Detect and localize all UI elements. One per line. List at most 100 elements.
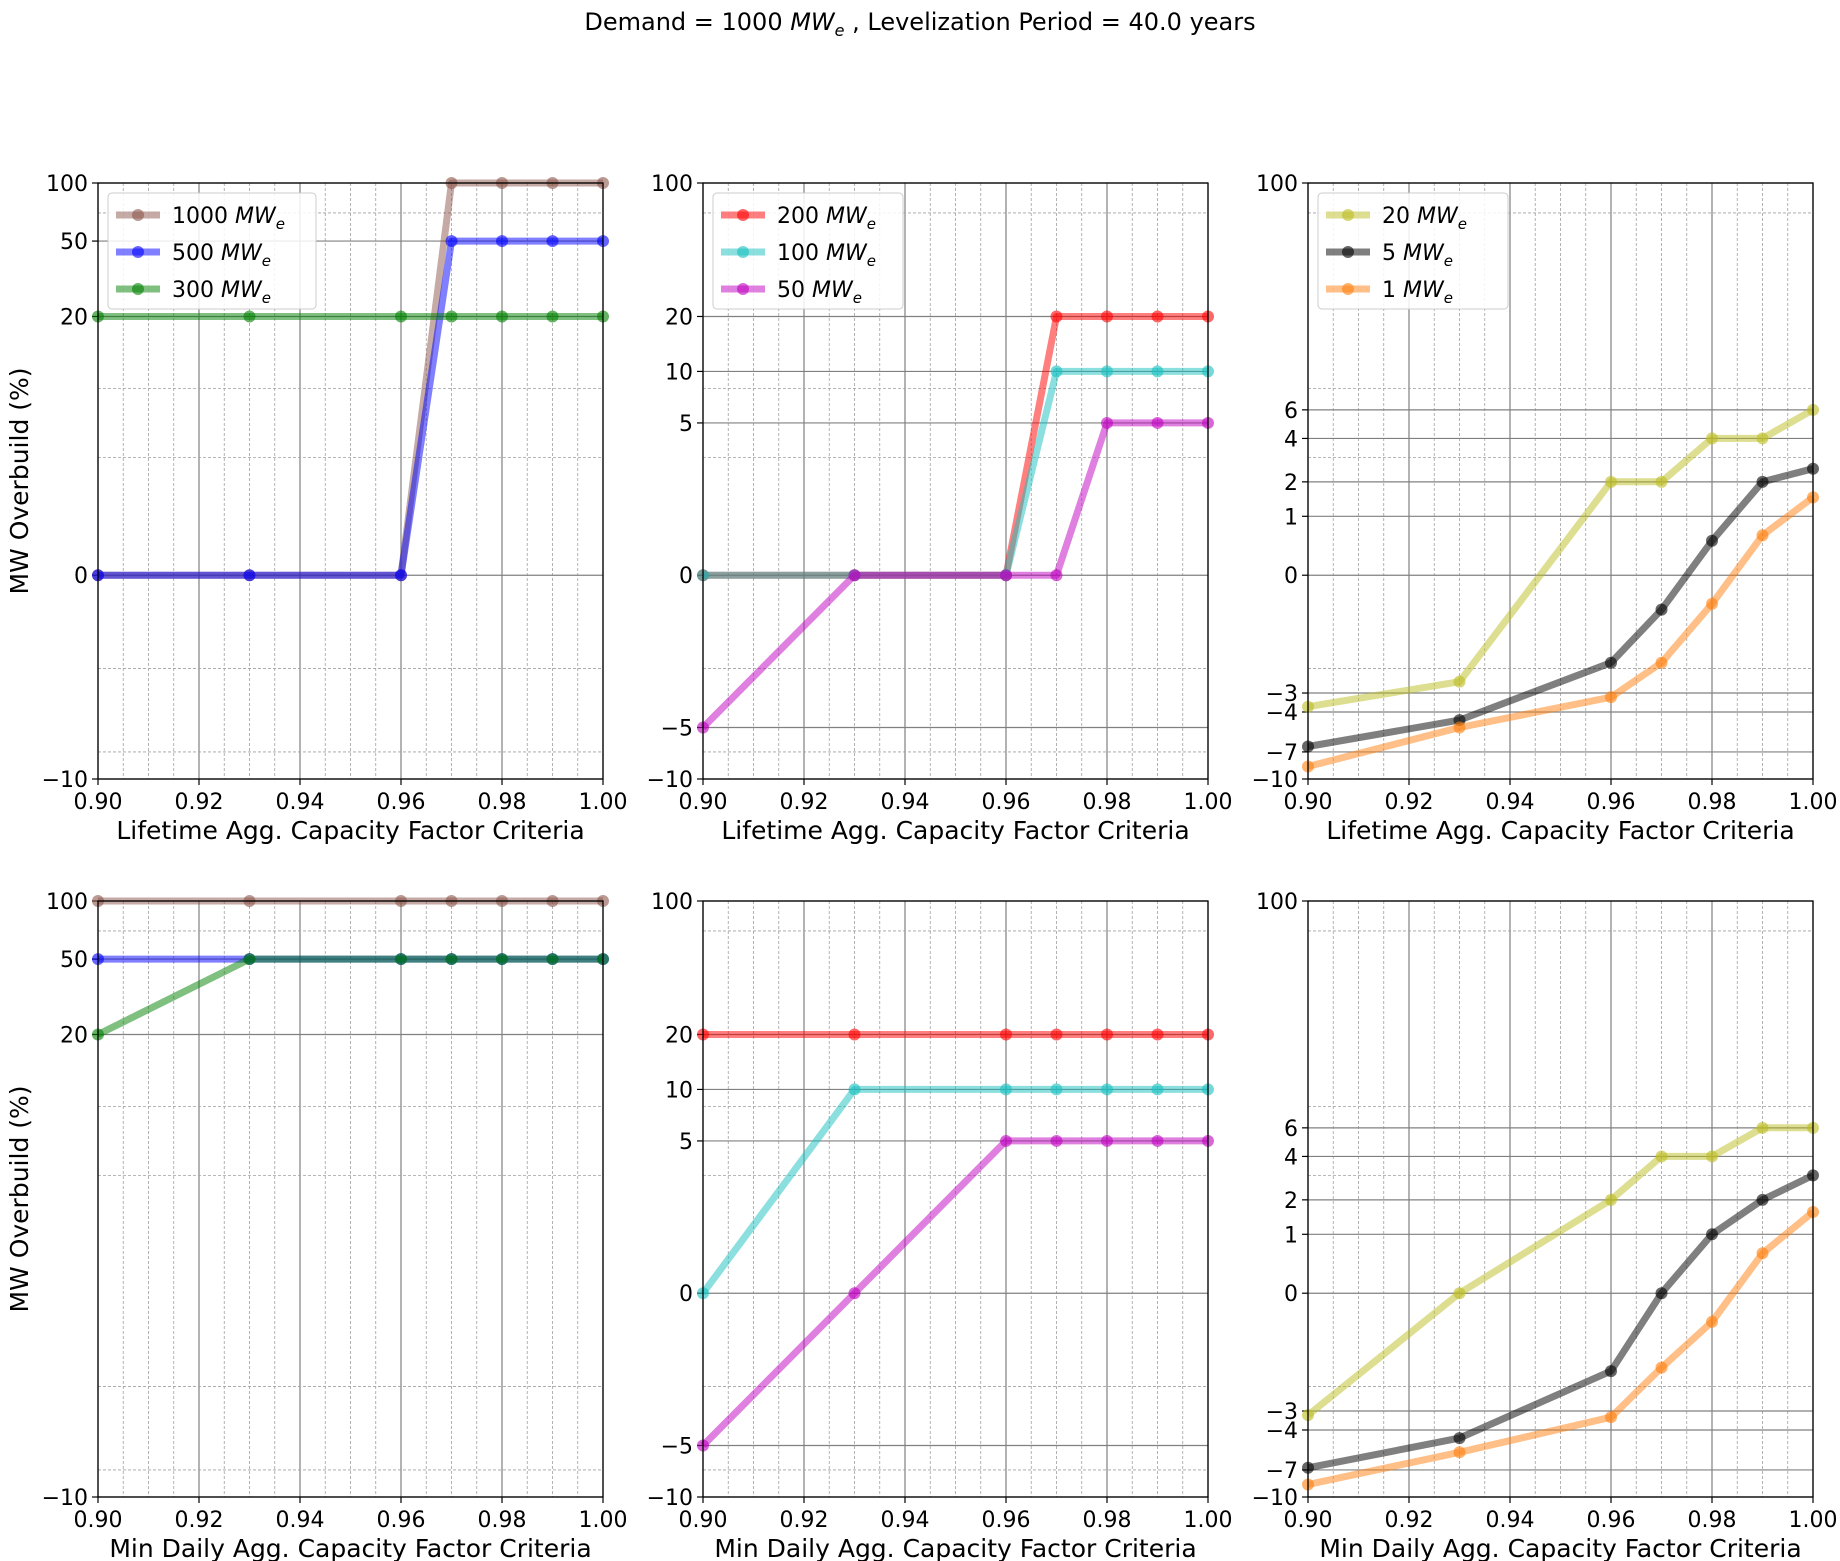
data-point [1756,432,1769,445]
data-point [395,310,407,323]
legend-item: 200 MWe [721,204,876,233]
x-tick-label: 0.92 [1385,1508,1434,1533]
data-point [1605,1365,1617,1378]
chart-panel-1: −10 0 20 50 100 0.90 0.92 0.94 0.96 0.98 1.00Lifet… [5,172,627,845]
legend-marker [737,209,749,221]
figure-title-sub: e [835,21,845,40]
data-point [1655,1287,1668,1300]
data-point [1756,1193,1769,1206]
x-tick-label: 0.98 [478,790,527,815]
data-point [1151,310,1164,323]
y-tick-label: 20 [60,305,88,330]
y-tick-label: 5 [679,1130,693,1155]
x-grid [97,901,604,1497]
data-point [243,310,256,323]
y-tick-label: 10 [665,1078,693,1103]
x-tick-label: 0.90 [679,1508,728,1533]
x-tick-label: 0.90 [74,1508,123,1533]
series-group [697,310,1214,734]
data-point [1605,1411,1617,1424]
y-ticks: −10 −5 0 5 10 20 100 [647,890,703,1511]
data-point [546,235,559,248]
data-point [1605,1193,1617,1206]
y-tick-label: 6 [1284,399,1298,424]
x-tick-label: 0.94 [881,1508,930,1533]
x-grid [97,183,604,779]
axes-frame [1307,900,1814,1498]
y-tick-label: −7 [1266,1459,1298,1484]
y-tick-label: 5 [679,412,693,437]
data-point [1101,1028,1113,1041]
legend-label: 1000 MWe [172,204,285,233]
x-tick-label: 0.94 [1486,790,1535,815]
data-point [1101,1134,1113,1147]
y-tick-label: −10 [647,768,693,793]
data-point [1151,1028,1164,1041]
data-point [1605,656,1617,669]
data-point [1756,1121,1769,1134]
data-point [546,310,559,323]
y-tick-label: 6 [1284,1117,1298,1142]
figure-title: Demand = 1000 MWe , Levelization Period … [584,8,1255,40]
legend-label: 300 MWe [172,278,271,307]
y-tick-label: 2 [1284,471,1298,496]
data-point [1706,1150,1718,1163]
y-tick-label: −3 [1266,1400,1298,1425]
data-point [496,310,508,323]
data-point [496,953,508,966]
y-tick-label: 100 [1256,172,1298,197]
data-point [1050,569,1063,582]
axes-frame [97,900,604,1498]
y-tick-label: 2 [1284,1189,1298,1214]
y-ticks: −10 0 20 50 100 [42,172,98,793]
legend: 20 MWe 5 MWe 1 MWe [1317,192,1509,310]
legend-item: 1 MWe [1326,278,1453,307]
x-tick-label: 0.96 [982,790,1031,815]
y-tick-label: 100 [46,890,88,915]
x-ticks: 0.90 0.92 0.94 0.96 0.98 1.00 [1284,779,1837,815]
legend-box [107,192,317,310]
axes-frame [97,182,604,780]
data-point [1000,1134,1012,1147]
y-tick-label: 0 [74,564,88,589]
legend-item: 500 MWe [116,241,271,270]
data-point [1706,1315,1718,1328]
y-tick-label: 20 [665,1023,693,1048]
x-tick-label: 0.90 [1284,1508,1333,1533]
x-axis-label: Lifetime Agg. Capacity Factor Criteria [1326,816,1794,845]
x-tick-label: 1.00 [1184,1508,1233,1533]
x-ticks: 0.90 0.92 0.94 0.96 0.98 1.00 [679,779,1232,815]
legend-item: 50 MWe [721,278,862,307]
series-group [1302,403,1819,773]
data-point [1706,432,1718,445]
y-tick-label: −4 [1266,1419,1298,1444]
x-tick-label: 1.00 [1789,1508,1838,1533]
data-point [1655,603,1668,616]
x-tick-label: 0.96 [1587,790,1636,815]
data-point [1706,597,1718,610]
x-axis-label: Min Daily Agg. Capacity Factor Criteria [714,1534,1196,1561]
figure-title-prefix: Demand = 1000 [584,8,790,36]
legend-label: 500 MWe [172,241,271,270]
legend-marker [737,283,749,295]
y-tick-label: 100 [46,172,88,197]
legend: 1000 MWe 500 MWe 300 MWe [107,192,317,310]
y-tick-label: 0 [679,1282,693,1307]
x-grid [702,901,1209,1497]
x-tick-label: 0.92 [1385,790,1434,815]
y-tick-label: −5 [661,716,693,741]
y-tick-label: 100 [651,172,693,197]
data-point [1151,365,1164,378]
x-tick-label: 0.92 [780,1508,829,1533]
y-tick-label: −10 [1252,768,1298,793]
x-tick-label: 0.94 [881,790,930,815]
legend-marker [1342,209,1354,221]
legend-box [1317,192,1509,310]
y-tick-label: −10 [42,1486,88,1511]
data-point [1605,691,1617,704]
data-point [848,1287,861,1300]
data-point [243,569,256,582]
legend-box [712,192,904,310]
x-tick-label: 0.96 [1587,1508,1636,1533]
x-tick-label: 0.98 [478,1508,527,1533]
